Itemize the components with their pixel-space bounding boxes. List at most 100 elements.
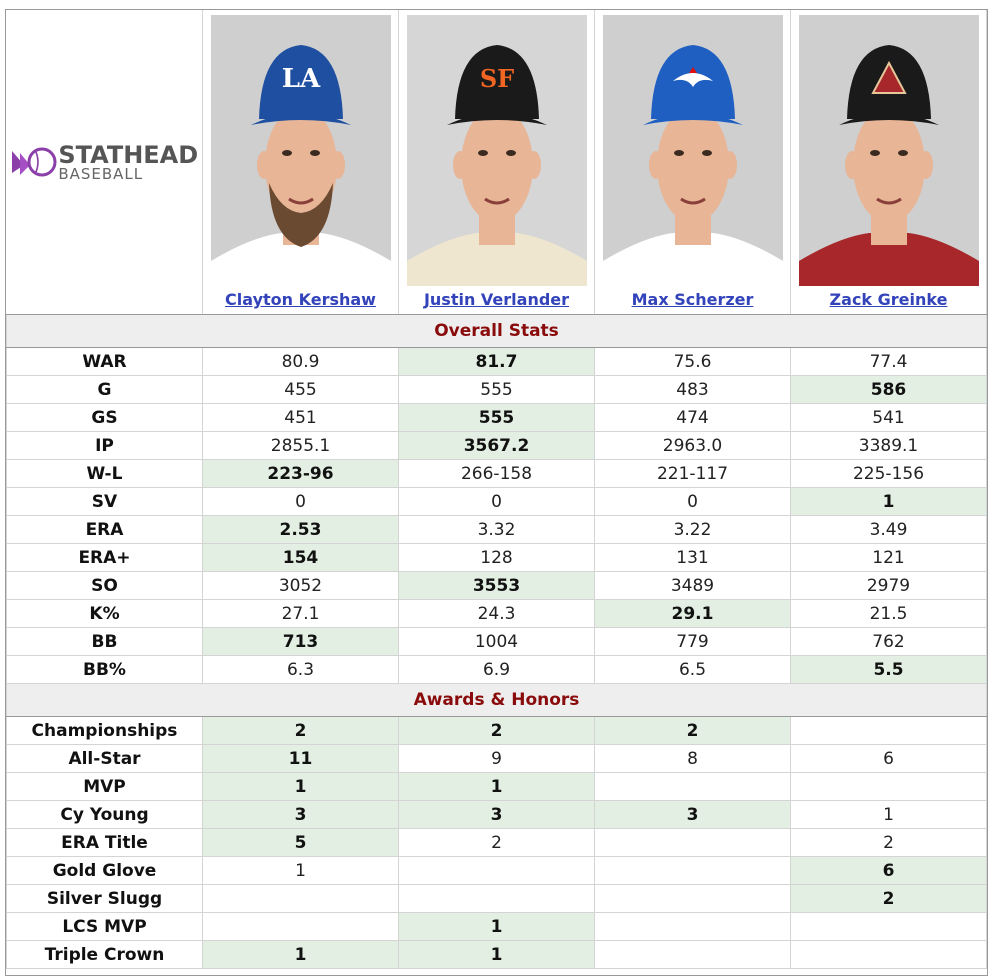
stat-value: 8 <box>594 744 791 773</box>
stat-value: 6.5 <box>594 655 791 684</box>
stat-value <box>398 856 595 885</box>
stat-value <box>790 716 987 745</box>
stat-row: Triple Crown 1 1 <box>6 940 987 969</box>
stat-label: SV <box>6 487 203 516</box>
stat-value <box>594 856 791 885</box>
stat-value: 6.3 <box>202 655 399 684</box>
stat-value: 555 <box>398 403 595 432</box>
player-name-link[interactable]: Zack Greinke <box>829 290 948 309</box>
stat-row: WAR 80.9 81.7 75.6 77.4 <box>6 347 987 376</box>
stathead-ball-icon <box>12 147 57 177</box>
stat-value: 762 <box>790 627 987 656</box>
player-col-verlander: SF Justin Verlander <box>398 10 595 315</box>
stat-row: All-Star 11 9 8 6 <box>6 744 987 773</box>
section-title: Overall Stats <box>6 314 987 348</box>
stat-value: 586 <box>790 375 987 404</box>
stat-label: GS <box>6 403 203 432</box>
stat-row: Championships 2 2 2 <box>6 716 987 745</box>
stat-value: 1 <box>202 772 399 801</box>
stat-value: 2 <box>790 828 987 857</box>
stat-value: 555 <box>398 375 595 404</box>
section-header-row: Awards & Honors <box>6 683 987 717</box>
stat-label: IP <box>6 431 203 460</box>
player-col-kershaw: LA Clayton Kershaw <box>202 10 399 315</box>
stat-value: 779 <box>594 627 791 656</box>
stat-value: 75.6 <box>594 347 791 376</box>
stat-value: 6.9 <box>398 655 595 684</box>
stat-value: 483 <box>594 375 791 404</box>
svg-text:SF: SF <box>479 64 513 93</box>
logo-sub-text: BASEBALL <box>58 164 144 183</box>
stat-value: 474 <box>594 403 791 432</box>
svg-text:LA: LA <box>281 64 320 94</box>
stat-value: 2.53 <box>202 515 399 544</box>
stat-value: 1 <box>790 800 987 829</box>
stat-value: 1 <box>398 912 595 941</box>
stat-row: SO 3052 3553 3489 2979 <box>6 571 987 600</box>
stat-value: 1 <box>790 487 987 516</box>
stat-value <box>790 940 987 969</box>
stat-label: Cy Young <box>6 800 203 829</box>
stat-label: ERA Title <box>6 828 203 857</box>
player-name-link[interactable]: Max Scherzer <box>631 290 754 309</box>
player-photo: LA <box>210 15 391 286</box>
stat-value: 21.5 <box>790 599 987 628</box>
player-col-greinke: Zack Greinke <box>790 10 987 315</box>
stat-value: 2 <box>398 716 595 745</box>
stat-label: K% <box>6 599 203 628</box>
section-title: Awards & Honors <box>6 683 987 717</box>
stat-row: Gold Glove 1 6 <box>6 856 987 885</box>
stat-label: BB% <box>6 655 203 684</box>
stat-value: 24.3 <box>398 599 595 628</box>
stat-value <box>202 912 399 941</box>
section-header-row: Overall Stats <box>6 314 987 348</box>
stat-value: 2963.0 <box>594 431 791 460</box>
stat-value: 2 <box>594 716 791 745</box>
stat-value: 2855.1 <box>202 431 399 460</box>
stat-value <box>790 912 987 941</box>
stat-value: 3 <box>398 800 595 829</box>
stat-row: G 455 555 483 586 <box>6 375 987 404</box>
stat-value: 3389.1 <box>790 431 987 460</box>
stat-value: 1 <box>202 856 399 885</box>
player-col-scherzer: Max Scherzer <box>594 10 791 315</box>
stat-value: 80.9 <box>202 347 399 376</box>
stat-row: IP 2855.1 3567.2 2963.0 3389.1 <box>6 431 987 460</box>
stat-value: 3553 <box>398 571 595 600</box>
stat-label: All-Star <box>6 744 203 773</box>
stat-value: 3 <box>202 800 399 829</box>
logo-cell: STATHEAD BASEBALL <box>6 10 203 315</box>
stat-value: 131 <box>594 543 791 572</box>
stat-value: 0 <box>398 487 595 516</box>
stat-row: GS 451 555 474 541 <box>6 403 987 432</box>
stat-value <box>790 772 987 801</box>
stat-value: 451 <box>202 403 399 432</box>
stat-row: ERA+ 154 128 131 121 <box>6 543 987 572</box>
player-name-link[interactable]: Justin Verlander <box>423 290 570 309</box>
stat-value: 27.1 <box>202 599 399 628</box>
stat-value <box>594 940 791 969</box>
stat-value <box>398 884 595 913</box>
stat-value: 541 <box>790 403 987 432</box>
stat-value: 1 <box>202 940 399 969</box>
stat-label: SO <box>6 571 203 600</box>
stat-value <box>594 828 791 857</box>
stat-label: LCS MVP <box>6 912 203 941</box>
stat-value: 77.4 <box>790 347 987 376</box>
stat-value: 81.7 <box>398 347 595 376</box>
stat-value: 29.1 <box>594 599 791 628</box>
stat-row: Cy Young 3 3 3 1 <box>6 800 987 829</box>
stat-label: MVP <box>6 772 203 801</box>
stat-row: BB 713 1004 779 762 <box>6 627 987 656</box>
stat-value: 266-158 <box>398 459 595 488</box>
stat-label: Triple Crown <box>6 940 203 969</box>
stat-label: Gold Glove <box>6 856 203 885</box>
stat-row: SV 0 0 0 1 <box>6 487 987 516</box>
stat-value: 9 <box>398 744 595 773</box>
stat-value: 3.49 <box>790 515 987 544</box>
stat-row: LCS MVP 1 <box>6 912 987 941</box>
player-name-link[interactable]: Clayton Kershaw <box>225 290 376 309</box>
stathead-logo[interactable]: STATHEAD BASEBALL <box>7 143 203 182</box>
stat-value: 1 <box>398 940 595 969</box>
stat-value: 6 <box>790 856 987 885</box>
